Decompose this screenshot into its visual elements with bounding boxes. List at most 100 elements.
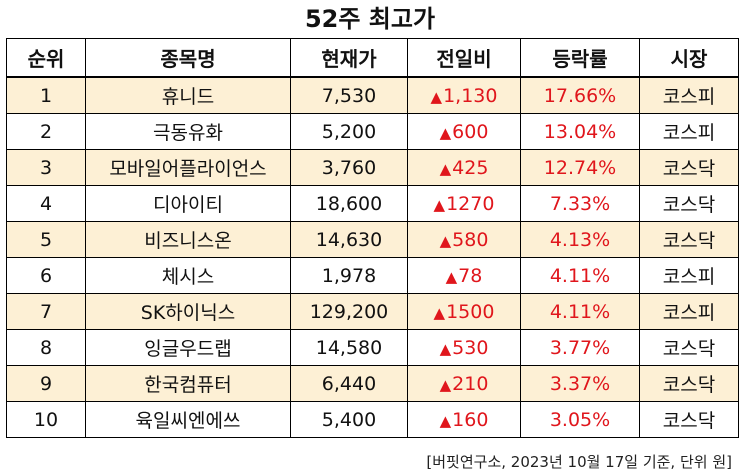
rate-cell: 12.74% bbox=[520, 149, 640, 186]
price-cell: 14,630 bbox=[290, 221, 408, 258]
header-name: 종목명 bbox=[85, 38, 291, 78]
rate-cell: 7.33% bbox=[520, 185, 640, 222]
up-triangle-icon: ▲ bbox=[445, 267, 458, 286]
price-cell: 5,400 bbox=[290, 401, 408, 438]
change-value: 78 bbox=[458, 264, 483, 287]
rank-cell: 7 bbox=[6, 293, 86, 330]
change-value: 425 bbox=[452, 156, 489, 179]
change-cell: ▲1,130 bbox=[407, 76, 521, 114]
change-value: 160 bbox=[452, 408, 489, 431]
up-triangle-icon: ▲ bbox=[433, 195, 446, 214]
header-price: 현재가 bbox=[290, 38, 408, 78]
change-value: 1270 bbox=[446, 192, 495, 215]
market-cell: 코스닥 bbox=[639, 365, 739, 402]
rate-cell: 3.05% bbox=[520, 401, 640, 438]
change-value: 530 bbox=[452, 336, 489, 359]
stock-name-cell: 모바일어플라이언스 bbox=[85, 149, 291, 186]
change-cell: ▲78 bbox=[407, 257, 521, 294]
stock-name-cell: 잉글우드랩 bbox=[85, 329, 291, 366]
table-row: 4 디아이티 18,600 ▲1270 7.33% 코스닥 bbox=[6, 185, 739, 222]
up-triangle-icon: ▲ bbox=[430, 87, 443, 106]
up-triangle-icon: ▲ bbox=[439, 159, 452, 178]
header-row: 순위 종목명 현재가 전일비 등락률 시장 bbox=[6, 38, 739, 78]
table-row: 9 한국컴퓨터 6,440 ▲210 3.37% 코스닥 bbox=[6, 365, 739, 402]
page-title: 52주 최고가 bbox=[304, 5, 436, 33]
up-triangle-icon: ▲ bbox=[439, 375, 452, 394]
stock-name-cell: 비즈니스온 bbox=[85, 221, 291, 258]
source-note: [버핏연구소, 2023년 10월 17일 기준, 단위 원] bbox=[426, 453, 732, 471]
rate-cell: 17.66% bbox=[520, 76, 640, 114]
rank-cell: 10 bbox=[6, 401, 86, 438]
rate-cell: 13.04% bbox=[520, 113, 640, 150]
rank-cell: 3 bbox=[6, 149, 86, 186]
rank-cell: 8 bbox=[6, 329, 86, 366]
market-cell: 코스닥 bbox=[639, 329, 739, 366]
up-triangle-icon: ▲ bbox=[439, 231, 452, 250]
change-cell: ▲1270 bbox=[407, 185, 521, 222]
rate-cell: 3.77% bbox=[520, 329, 640, 366]
change-value: 580 bbox=[452, 228, 489, 251]
market-cell: 코스피 bbox=[639, 76, 739, 114]
up-triangle-icon: ▲ bbox=[439, 123, 452, 142]
stock-name-cell: 극동유화 bbox=[85, 113, 291, 150]
change-cell: ▲1500 bbox=[407, 293, 521, 330]
market-cell: 코스닥 bbox=[639, 185, 739, 222]
table-row: 5 비즈니스온 14,630 ▲580 4.13% 코스닥 bbox=[6, 221, 739, 258]
price-cell: 5,200 bbox=[290, 113, 408, 150]
rank-cell: 2 bbox=[6, 113, 86, 150]
price-cell: 1,978 bbox=[290, 257, 408, 294]
price-cell: 6,440 bbox=[290, 365, 408, 402]
stock-name-cell: 체시스 bbox=[85, 257, 291, 294]
price-cell: 18,600 bbox=[290, 185, 408, 222]
table-row: 2 극동유화 5,200 ▲600 13.04% 코스피 bbox=[6, 113, 739, 150]
stock-name-cell: 디아이티 bbox=[85, 185, 291, 222]
change-cell: ▲600 bbox=[407, 113, 521, 150]
price-cell: 7,530 bbox=[290, 76, 408, 114]
rank-cell: 4 bbox=[6, 185, 86, 222]
up-triangle-icon: ▲ bbox=[439, 339, 452, 358]
table-row: 10 육일씨엔에쓰 5,400 ▲160 3.05% 코스닥 bbox=[6, 401, 739, 438]
header-rank: 순위 bbox=[6, 38, 86, 78]
stock-name-cell: 육일씨엔에쓰 bbox=[85, 401, 291, 438]
table-row: 7 SK하이닉스 129,200 ▲1500 4.11% 코스피 bbox=[6, 293, 739, 330]
stock-name-cell: 휴니드 bbox=[85, 76, 291, 114]
market-cell: 코스닥 bbox=[639, 149, 739, 186]
up-triangle-icon: ▲ bbox=[433, 303, 446, 322]
change-value: 600 bbox=[452, 120, 489, 143]
table-body: 1 휴니드 7,530 ▲1,130 17.66% 코스피 2 극동유화 5,2… bbox=[6, 76, 739, 438]
change-value: 1500 bbox=[446, 300, 495, 323]
price-cell: 14,580 bbox=[290, 329, 408, 366]
up-triangle-icon: ▲ bbox=[439, 411, 452, 430]
market-cell: 코스닥 bbox=[639, 221, 739, 258]
change-cell: ▲425 bbox=[407, 149, 521, 186]
rank-cell: 1 bbox=[6, 76, 86, 114]
price-cell: 3,760 bbox=[290, 149, 408, 186]
header-market: 시장 bbox=[639, 38, 739, 78]
table-row: 1 휴니드 7,530 ▲1,130 17.66% 코스피 bbox=[6, 76, 739, 114]
change-cell: ▲210 bbox=[407, 365, 521, 402]
market-cell: 코스피 bbox=[639, 293, 739, 330]
stock-name-cell: SK하이닉스 bbox=[85, 293, 291, 330]
market-cell: 코스피 bbox=[639, 257, 739, 294]
rank-cell: 5 bbox=[6, 221, 86, 258]
stock-name-cell: 한국컴퓨터 bbox=[85, 365, 291, 402]
change-value: 210 bbox=[452, 372, 489, 395]
market-cell: 코스닥 bbox=[639, 401, 739, 438]
rate-cell: 4.11% bbox=[520, 293, 640, 330]
stock-table: 순위 종목명 현재가 전일비 등락률 시장 1 휴니드 7,530 ▲1,130… bbox=[6, 38, 739, 438]
header-change: 전일비 bbox=[407, 38, 521, 78]
market-cell: 코스피 bbox=[639, 113, 739, 150]
change-cell: ▲160 bbox=[407, 401, 521, 438]
change-cell: ▲580 bbox=[407, 221, 521, 258]
rate-cell: 4.13% bbox=[520, 221, 640, 258]
table-header: 순위 종목명 현재가 전일비 등락률 시장 bbox=[6, 38, 739, 78]
rank-cell: 9 bbox=[6, 365, 86, 402]
rate-cell: 4.11% bbox=[520, 257, 640, 294]
table-row: 6 체시스 1,978 ▲78 4.11% 코스피 bbox=[6, 257, 739, 294]
change-cell: ▲530 bbox=[407, 329, 521, 366]
price-cell: 129,200 bbox=[290, 293, 408, 330]
table-row: 8 잉글우드랩 14,580 ▲530 3.77% 코스닥 bbox=[6, 329, 739, 366]
rate-cell: 3.37% bbox=[520, 365, 640, 402]
table-row: 3 모바일어플라이언스 3,760 ▲425 12.74% 코스닥 bbox=[6, 149, 739, 186]
header-rate: 등락률 bbox=[520, 38, 640, 78]
